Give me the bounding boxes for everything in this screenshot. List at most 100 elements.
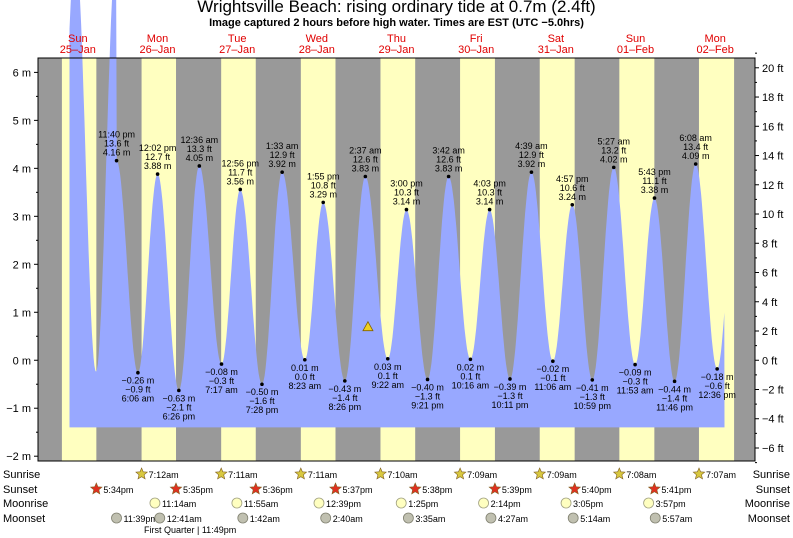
day-label-dow: Sun (626, 33, 646, 45)
high-tide-dot (611, 165, 616, 170)
sunrise-star-icon (214, 467, 228, 480)
low-tide-dot (468, 357, 473, 362)
astro-row-label-right: Moonset (748, 513, 790, 525)
low-tide-ft: −1.6 ft (249, 396, 275, 406)
high-tide-ft: 12.9 ft (270, 150, 296, 160)
sunrise-star-icon (692, 467, 706, 480)
y-tick-label-left: 0 m (13, 355, 31, 367)
y-tick-label-right: −2 ft (762, 384, 784, 396)
high-tide-m: 3.88 m (144, 161, 172, 171)
high-tide-ft: 11.1 ft (642, 176, 667, 186)
high-tide-ft: 10.8 ft (311, 180, 337, 190)
low-tide-m: −0.39 m (494, 382, 527, 392)
low-tide-time: 8:26 pm (329, 402, 362, 412)
sunrise-time: 7:07am (706, 470, 736, 480)
sunset-time: 5:41pm (661, 485, 691, 495)
astro-row-label-right: Sunrise (753, 469, 790, 481)
y-tick-label-right: 10 ft (762, 209, 783, 221)
low-tide-m: −0.02 m (536, 364, 569, 374)
y-tick-label-left: 6 m (13, 67, 31, 79)
high-tide-time: 4:03 pm (473, 179, 506, 189)
y-tick-label-right: 12 ft (762, 180, 783, 192)
moon-phase-note: First Quarter | 11:49pm (144, 525, 236, 535)
high-tide-m: 3.14 m (393, 197, 421, 207)
high-tide-time: 12:02 pm (139, 143, 177, 153)
sunrise-time: 7:10am (387, 470, 417, 480)
low-tide-ft: −0.3 ft (622, 377, 648, 387)
y-tick-label-left: 5 m (13, 115, 31, 127)
moonset-icon (485, 512, 497, 524)
low-tide-dot (177, 388, 181, 393)
low-tide-ft: −0.1 ft (540, 373, 566, 383)
low-tide-m: −0.63 m (162, 393, 195, 403)
low-tide-time: 9:21 pm (411, 400, 444, 410)
low-tide-m: −0.18 m (701, 372, 734, 382)
high-tide-m: 3.83 m (435, 164, 463, 174)
astro-row-label-right: Moonrise (745, 498, 790, 510)
sunrise-time: 7:11am (228, 470, 257, 480)
high-tide-m: 3.38 m (641, 185, 669, 195)
y-tick-label-right: 14 ft (762, 151, 783, 163)
moonrise-icon (643, 497, 655, 509)
moonset-icon (320, 512, 332, 524)
low-tide-time: 6:26 pm (163, 411, 196, 421)
high-tide-m: 3.92 m (518, 159, 546, 169)
y-tick-label-right: 2 ft (762, 326, 777, 338)
low-tide-m: 0.02 m (457, 362, 485, 372)
high-tide-time: 12:56 pm (221, 158, 259, 168)
current-tide-marker (362, 320, 374, 332)
low-tide-ft: −1.3 ft (497, 391, 523, 401)
high-tide-dot (114, 158, 119, 163)
sunset-star-icon (329, 482, 342, 495)
tide-area (69, 0, 725, 428)
low-tide-ft: −0.9 ft (125, 385, 151, 395)
moonset-icon (154, 512, 166, 524)
low-tide-ft: −0.6 ft (705, 381, 731, 391)
high-tide-ft: 13.4 ft (683, 142, 709, 152)
high-tide-m: 4.05 m (186, 153, 214, 163)
moonset-icon (111, 512, 122, 524)
sunrise-star-icon (612, 467, 626, 480)
high-tide-time: 5:43 pm (638, 167, 671, 177)
high-tide-m: 4.02 m (600, 154, 628, 164)
high-tide-time: 11:40 pm (98, 130, 135, 140)
low-tide-time: 11:53 am (617, 386, 654, 396)
high-tide-ft: 13.6 ft (104, 139, 130, 149)
high-tide-dot (280, 170, 284, 174)
y-tick-label-left: 1 m (13, 307, 31, 319)
day-label-date: 31–Jan (538, 44, 574, 56)
high-tide-dot (238, 187, 243, 192)
moonset-time: 11:39pm (124, 514, 158, 524)
sunset-star-icon (488, 482, 502, 495)
high-tide-m: 4.09 m (682, 151, 710, 161)
low-tide-dot (425, 377, 430, 382)
moonrise-time: 11:14am (162, 499, 196, 509)
high-tide-ft: 11.7 ft (228, 167, 253, 177)
low-tide-time: 7:17 am (205, 385, 238, 395)
moonrise-time: 11:55am (244, 499, 278, 509)
high-tide-time: 3:42 am (432, 146, 465, 156)
high-tide-time: 2:37 am (349, 146, 382, 156)
day-label-date: 30–Jan (458, 44, 494, 56)
low-tide-dot (219, 362, 224, 366)
low-tide-time: 9:22 am (372, 380, 405, 390)
low-tide-dot (715, 367, 719, 371)
low-tide-m: −0.41 m (576, 383, 609, 393)
plot-frame (37, 57, 756, 462)
low-tide-ft: 0.1 ft (378, 371, 399, 381)
moonrise-icon (560, 497, 572, 509)
high-tide-ft: 13.3 ft (187, 144, 213, 154)
low-tide-time: 10:16 am (452, 380, 490, 390)
high-tide-dot (197, 164, 202, 168)
moonrise-time: 1:25pm (408, 499, 438, 509)
moonset-time: 5:57am (662, 514, 692, 524)
y-tick-label-right: 0 ft (762, 355, 777, 367)
low-tide-dot (590, 378, 595, 382)
low-tide-ft: −0.3 ft (209, 376, 235, 386)
high-tide-m: 3.92 m (268, 159, 296, 169)
low-tide-m: −0.44 m (658, 384, 691, 394)
high-tide-m: 3.14 m (476, 197, 504, 207)
low-tide-time: 8:23 am (289, 381, 322, 391)
y-tick-label-right: 8 ft (762, 238, 777, 250)
